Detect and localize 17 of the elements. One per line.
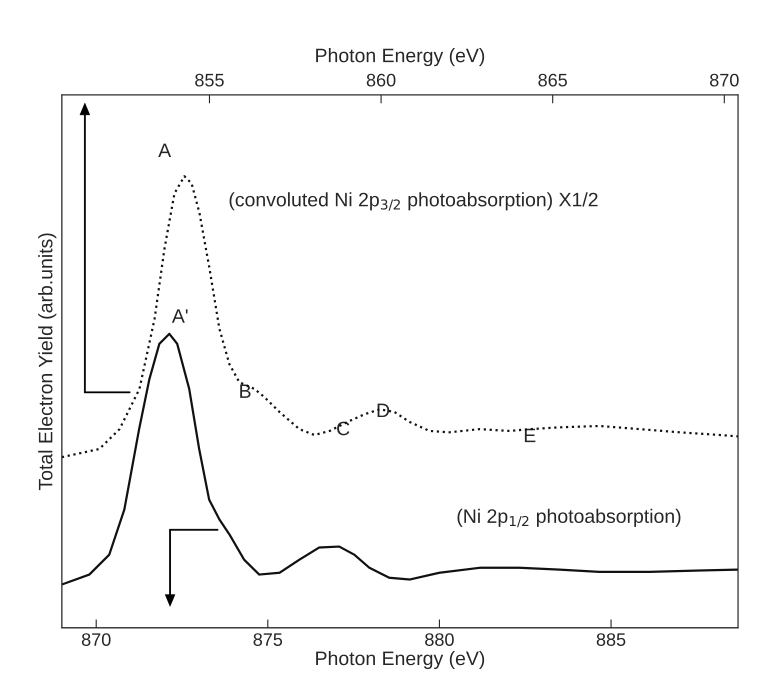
annotation: D	[378, 404, 390, 418]
x-tick-label: 880	[425, 633, 454, 646]
x2-tick-label: 865	[538, 74, 567, 87]
x2-tick-label: 870	[710, 74, 739, 87]
annotation: (Ni 2p$_{1/2}$ photoabsorption)	[458, 508, 680, 528]
x2-axis-title: Photon Energy (eV)	[316, 48, 484, 66]
x2-tick-label: 855	[195, 74, 224, 87]
annotation: (convoluted Ni 2p$_{3/2}$ photoabsorption) X1/2	[230, 192, 598, 211]
text: A	[158, 144, 172, 157]
x-tick-label: 870	[82, 633, 111, 646]
x-tick-label: 885	[596, 633, 626, 646]
x2-tick-label: 860	[366, 74, 396, 87]
x-axis-title: Photon Energy (eV)	[316, 650, 484, 670]
annotation: A'	[172, 309, 188, 323]
y-axis-title: Total Electron Yield (arb.units)	[38, 233, 56, 490]
annotation: B	[240, 384, 251, 398]
x-tick-label: 875	[254, 633, 282, 646]
